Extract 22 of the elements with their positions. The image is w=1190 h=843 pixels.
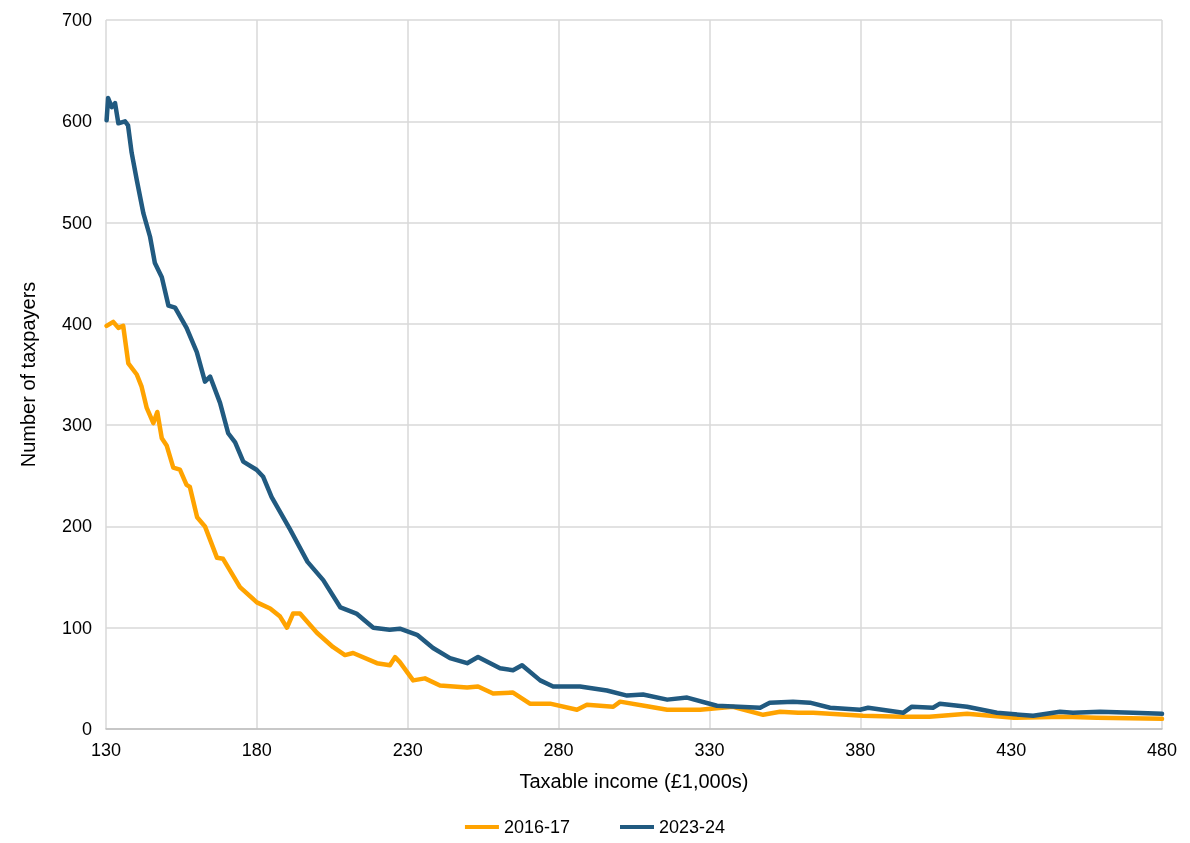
y-tick-label: 300 (61, 415, 92, 436)
y-axis-title: Number of taxpayers (17, 281, 39, 468)
x-tick-label: 130 (90, 740, 122, 760)
x-tick-label: 280 (543, 740, 574, 760)
line-series (104, 95, 1165, 719)
x-tick-label: 230 (392, 740, 423, 760)
x-tick-label: 480 (1146, 740, 1178, 760)
x-tick-label: 180 (241, 740, 272, 760)
y-tick-label: 500 (61, 212, 92, 233)
x-tick-label: 380 (845, 740, 876, 760)
x-tick-label: 330 (694, 740, 725, 760)
legend-label: 2016-17 (503, 817, 570, 837)
y-tick-label: 600 (61, 111, 92, 132)
x-tick-label: 430 (996, 740, 1027, 760)
y-tick-label: 100 (61, 617, 92, 638)
y-tick-label: 0 (81, 719, 92, 739)
legend-label: 2023-24 (659, 817, 726, 837)
y-tick-label: 400 (61, 313, 92, 334)
y-tick-label: 200 (61, 516, 92, 537)
x-axis-title: Taxable income (£1,000s) (519, 770, 749, 792)
line-series (104, 319, 1165, 722)
y-tick-label: 700 (61, 10, 92, 30)
